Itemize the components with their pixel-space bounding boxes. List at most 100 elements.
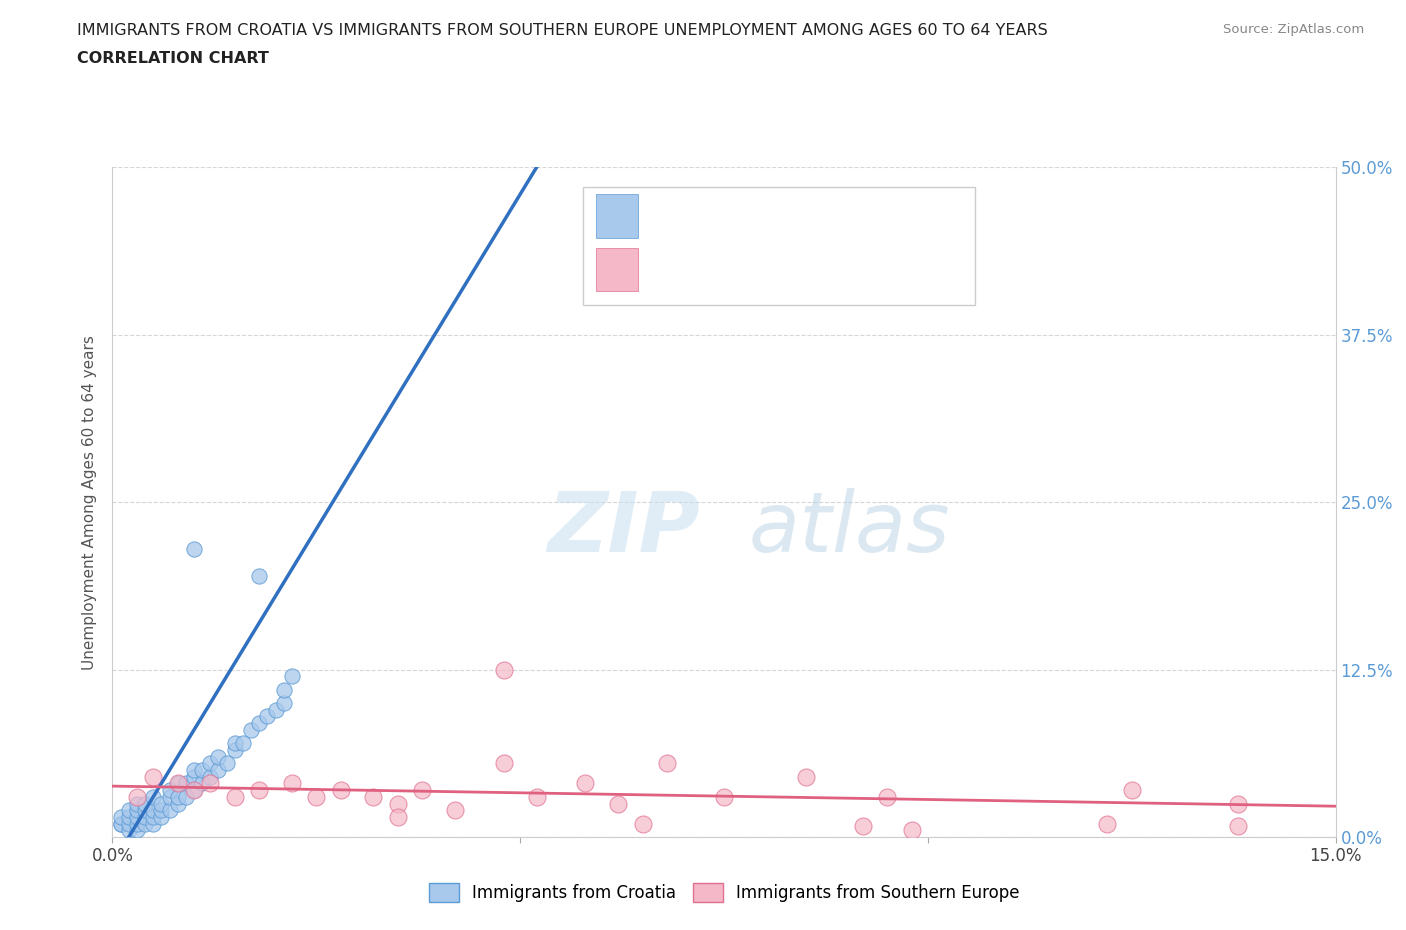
Point — [134, 817, 156, 831]
Point — [794, 769, 817, 784]
Legend: Immigrants from Croatia, Immigrants from Southern Europe: Immigrants from Croatia, Immigrants from… — [422, 876, 1026, 909]
Point — [900, 823, 922, 838]
Text: -0.326: -0.326 — [706, 251, 770, 269]
Text: IMMIGRANTS FROM CROATIA VS IMMIGRANTS FROM SOUTHERN EUROPE UNEMPLOYMENT AMONG AG: IMMIGRANTS FROM CROATIA VS IMMIGRANTS FR… — [77, 23, 1047, 38]
Point — [247, 783, 270, 798]
Point — [305, 790, 328, 804]
Point — [387, 809, 409, 824]
Point — [655, 756, 678, 771]
Point — [142, 817, 165, 831]
Point — [125, 817, 148, 831]
Point — [142, 790, 165, 804]
Point — [247, 568, 270, 583]
Text: CORRELATION CHART: CORRELATION CHART — [77, 51, 269, 66]
Text: Source: ZipAtlas.com: Source: ZipAtlas.com — [1223, 23, 1364, 36]
Point — [159, 803, 181, 817]
Text: 53: 53 — [865, 195, 890, 214]
Point — [166, 776, 188, 790]
Point — [876, 790, 898, 804]
Point — [166, 790, 188, 804]
Point — [166, 796, 188, 811]
Point — [492, 662, 515, 677]
Point — [118, 803, 141, 817]
Point — [207, 763, 229, 777]
Text: R =: R = — [657, 195, 696, 214]
Point — [200, 776, 222, 790]
Text: 0.839: 0.839 — [716, 195, 772, 214]
Point — [256, 709, 278, 724]
Point — [1121, 783, 1143, 798]
Point — [150, 796, 173, 811]
Point — [200, 756, 222, 771]
Point — [150, 803, 173, 817]
Point — [125, 823, 148, 838]
Point — [264, 702, 287, 717]
Point — [183, 783, 205, 798]
Bar — [596, 194, 638, 238]
Point — [110, 817, 132, 831]
Point — [411, 783, 433, 798]
Point — [118, 809, 141, 824]
Point — [387, 796, 409, 811]
Point — [232, 736, 254, 751]
Point — [110, 809, 132, 824]
Point — [526, 790, 548, 804]
Point — [1226, 796, 1249, 811]
Point — [134, 803, 156, 817]
Point — [183, 783, 205, 798]
Point — [150, 809, 173, 824]
Point — [281, 776, 304, 790]
Point — [273, 683, 295, 698]
Point — [166, 776, 188, 790]
Point — [273, 696, 295, 711]
Point — [134, 809, 156, 824]
Text: ZIP: ZIP — [547, 488, 700, 569]
Point — [247, 716, 270, 731]
Text: N =: N = — [810, 195, 849, 214]
Point — [444, 803, 467, 817]
Point — [110, 817, 132, 831]
Point — [329, 783, 352, 798]
Point — [183, 541, 205, 556]
Point — [174, 790, 197, 804]
Point — [713, 790, 735, 804]
Point — [159, 790, 181, 804]
Point — [191, 776, 214, 790]
Point — [207, 750, 229, 764]
Text: R =: R = — [657, 251, 696, 269]
Point — [224, 736, 246, 751]
Point — [183, 763, 205, 777]
Y-axis label: Unemployment Among Ages 60 to 64 years: Unemployment Among Ages 60 to 64 years — [82, 335, 97, 670]
Point — [607, 796, 630, 811]
Point — [200, 769, 222, 784]
Point — [1226, 818, 1249, 833]
Text: N =: N = — [810, 251, 849, 269]
Point — [174, 776, 197, 790]
Point — [224, 742, 246, 757]
Point — [142, 803, 165, 817]
Point — [134, 796, 156, 811]
Point — [215, 756, 238, 771]
Text: 24: 24 — [865, 251, 890, 269]
Point — [574, 776, 596, 790]
Point — [118, 817, 141, 831]
Point — [191, 763, 214, 777]
Point — [492, 756, 515, 771]
Text: atlas: atlas — [748, 488, 950, 569]
Point — [1097, 817, 1119, 831]
Point — [125, 796, 148, 811]
Point — [125, 803, 148, 817]
Point — [281, 669, 304, 684]
Point — [142, 809, 165, 824]
Point — [852, 818, 875, 833]
Bar — [596, 247, 638, 291]
Point — [142, 769, 165, 784]
Point — [118, 823, 141, 838]
Point — [159, 783, 181, 798]
Point — [240, 723, 263, 737]
Point — [125, 809, 148, 824]
Point — [183, 769, 205, 784]
FancyBboxPatch shape — [583, 188, 974, 305]
Point — [631, 817, 654, 831]
Point — [224, 790, 246, 804]
